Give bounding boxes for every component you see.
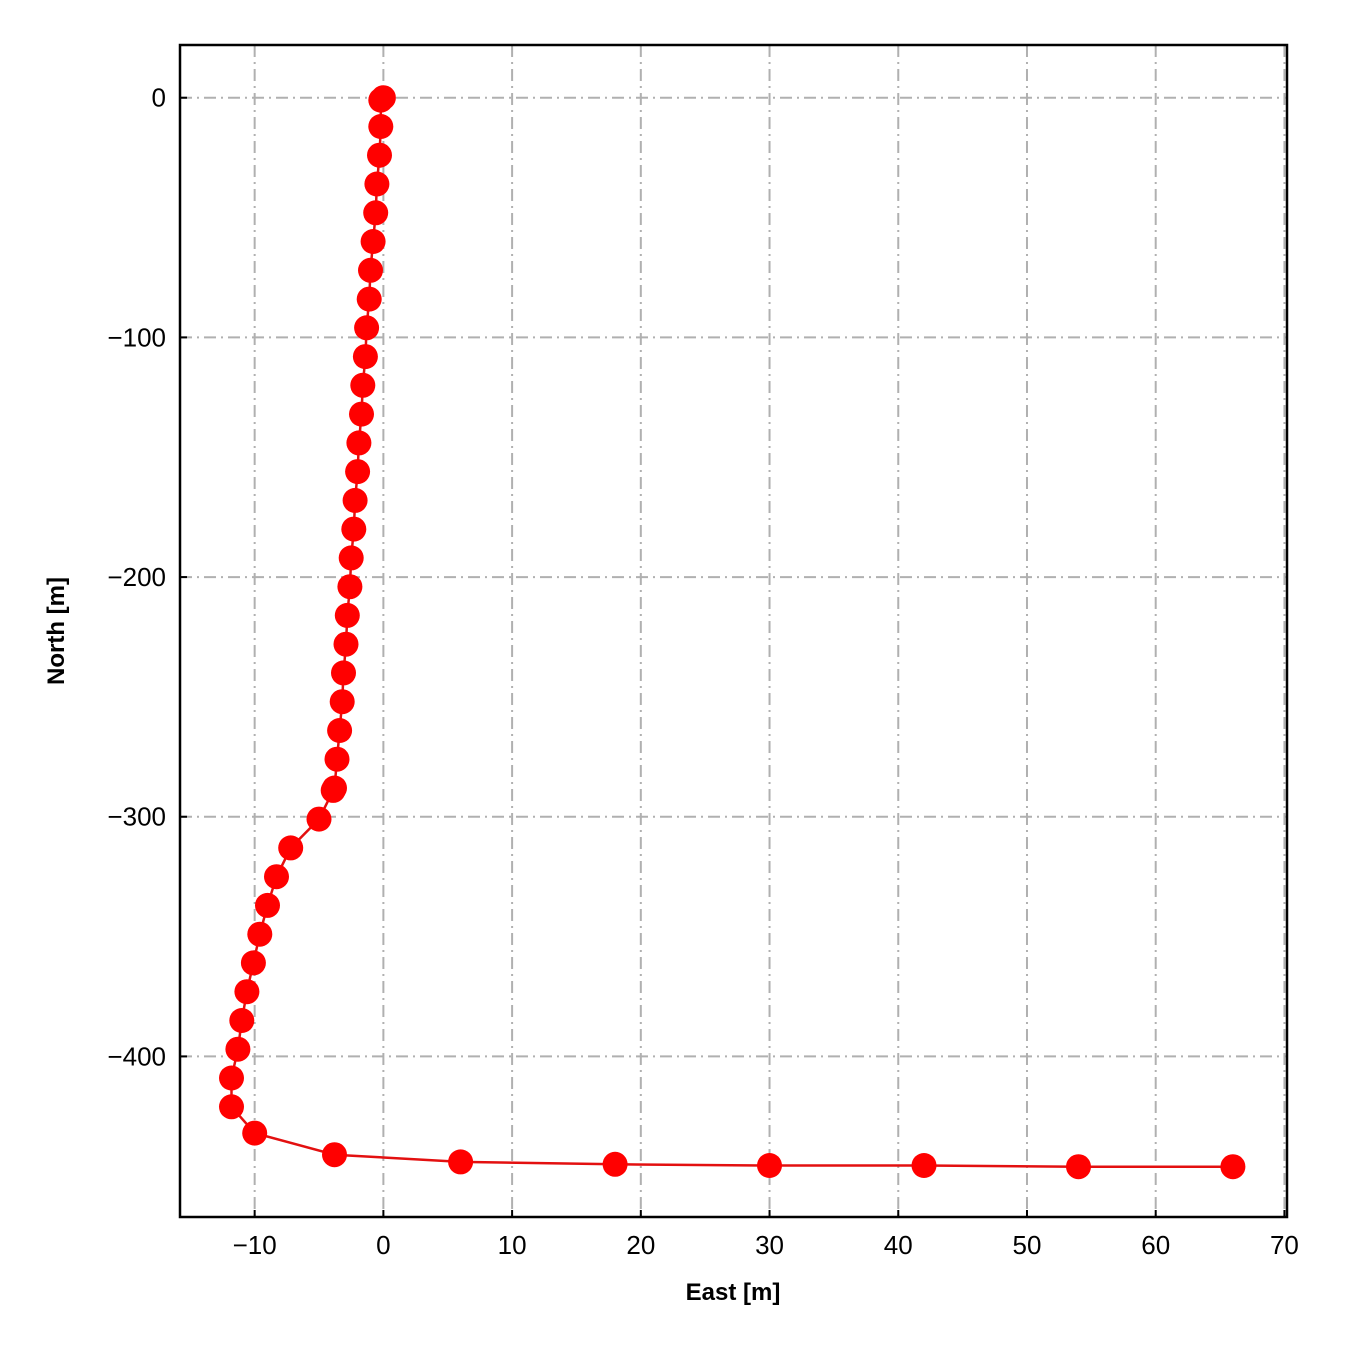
y-tick-label: 0 — [152, 83, 166, 113]
trajectory-point — [240, 950, 266, 976]
y-tick-label: −100 — [107, 322, 166, 352]
grid-lines — [180, 45, 1287, 1217]
trajectory-point — [349, 401, 374, 427]
y-tick-label: −200 — [107, 562, 166, 592]
trajectory-point — [363, 200, 389, 226]
trajectory-point — [225, 1036, 251, 1062]
trajectory-point — [360, 229, 386, 254]
trajectory-point — [342, 487, 368, 513]
plot-frame — [178, 43, 1289, 1219]
trajectory-point — [234, 979, 260, 1005]
trajectory-point — [334, 602, 360, 628]
trajectory-point — [324, 746, 350, 772]
trajectory-point — [1066, 1154, 1091, 1180]
trajectory-point — [333, 631, 359, 657]
trajectory-point — [329, 689, 355, 715]
trajectory-point — [322, 1142, 347, 1168]
trajectory-point — [264, 864, 289, 890]
trajectory-point — [354, 315, 380, 341]
trajectory-point — [368, 114, 394, 139]
trajectory-point — [219, 1094, 244, 1120]
y-axis-label: North [m] — [43, 577, 70, 685]
trajectory-point — [346, 430, 372, 456]
trajectory-point — [278, 835, 304, 861]
trajectory-point — [757, 1153, 782, 1178]
trajectory-point — [247, 921, 273, 947]
trajectory-point — [229, 1008, 255, 1033]
trajectory-point — [602, 1151, 628, 1177]
trajectory-point — [320, 777, 346, 803]
y-tick-label: −400 — [107, 1041, 166, 1071]
trajectory-point — [219, 1065, 244, 1091]
x-axis-label: East [m] — [686, 1279, 781, 1306]
x-tick-label: 0 — [376, 1230, 390, 1260]
trajectory-point — [306, 806, 332, 832]
trajectory-point — [364, 171, 390, 197]
axis-ticks: −10 0 10 20 30 40 50 60 700−100−200−300−400 — [107, 83, 1298, 1260]
trajectory-point — [350, 372, 376, 398]
x-tick-label: 60 — [1141, 1230, 1170, 1260]
trajectory-point — [367, 142, 392, 168]
trajectory-point — [242, 1120, 268, 1146]
y-tick-label: −300 — [107, 802, 166, 832]
x-tick-label: 30 — [755, 1230, 784, 1260]
x-tick-label: 70 — [1270, 1230, 1299, 1260]
trajectory-point — [358, 257, 383, 283]
trajectory-point — [341, 516, 367, 542]
x-tick-label: 50 — [1013, 1230, 1042, 1260]
trajectory-point — [327, 718, 353, 743]
trajectory-point — [448, 1149, 474, 1175]
trajectory-series — [219, 85, 1246, 1180]
trajectory-point — [345, 459, 371, 485]
x-tick-label: −10 — [233, 1230, 277, 1260]
x-tick-label: 10 — [498, 1230, 527, 1260]
trajectory-point — [368, 87, 394, 113]
trajectory-point — [356, 286, 382, 312]
x-tick-label: 40 — [884, 1230, 913, 1260]
trajectory-line — [230, 96, 1233, 1168]
trajectory-point — [911, 1153, 937, 1178]
trajectory-point — [337, 574, 363, 600]
trajectory-point — [1220, 1154, 1246, 1180]
x-tick-label: 20 — [626, 1230, 655, 1260]
trajectory-point — [255, 892, 280, 918]
trajectory-point — [331, 660, 356, 686]
trajectory-point — [352, 344, 378, 370]
trajectory-point — [338, 545, 364, 571]
